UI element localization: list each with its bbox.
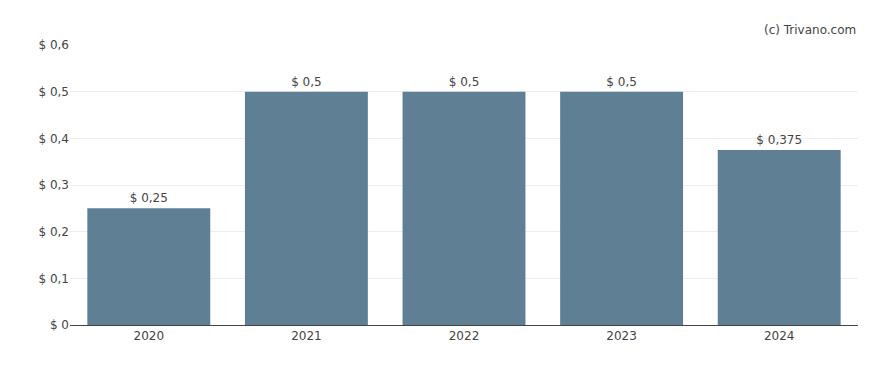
svg-text:$ 0,5: $ 0,5 [449, 75, 480, 89]
svg-text:$ 0,4: $ 0,4 [38, 132, 69, 146]
svg-text:2020: 2020 [134, 329, 165, 343]
svg-text:$ 0,5: $ 0,5 [291, 75, 322, 89]
svg-text:$ 0,3: $ 0,3 [38, 178, 69, 192]
svg-text:$ 0,2: $ 0,2 [38, 225, 69, 239]
svg-text:$ 0,1: $ 0,1 [38, 272, 69, 286]
svg-text:2021: 2021 [291, 329, 322, 343]
svg-text:$ 0,5: $ 0,5 [38, 85, 69, 99]
svg-text:$ 0,5: $ 0,5 [606, 75, 637, 89]
svg-text:$ 0,25: $ 0,25 [130, 191, 168, 205]
svg-text:2024: 2024 [764, 329, 795, 343]
svg-text:$ 0,375: $ 0,375 [756, 133, 802, 147]
svg-text:$ 0: $ 0 [50, 318, 69, 332]
svg-text:2023: 2023 [606, 329, 637, 343]
svg-text:2022: 2022 [449, 329, 480, 343]
svg-text:$ 0,6: $ 0,6 [38, 38, 69, 52]
svg-text:(c) Trivano.com: (c) Trivano.com [764, 23, 856, 37]
